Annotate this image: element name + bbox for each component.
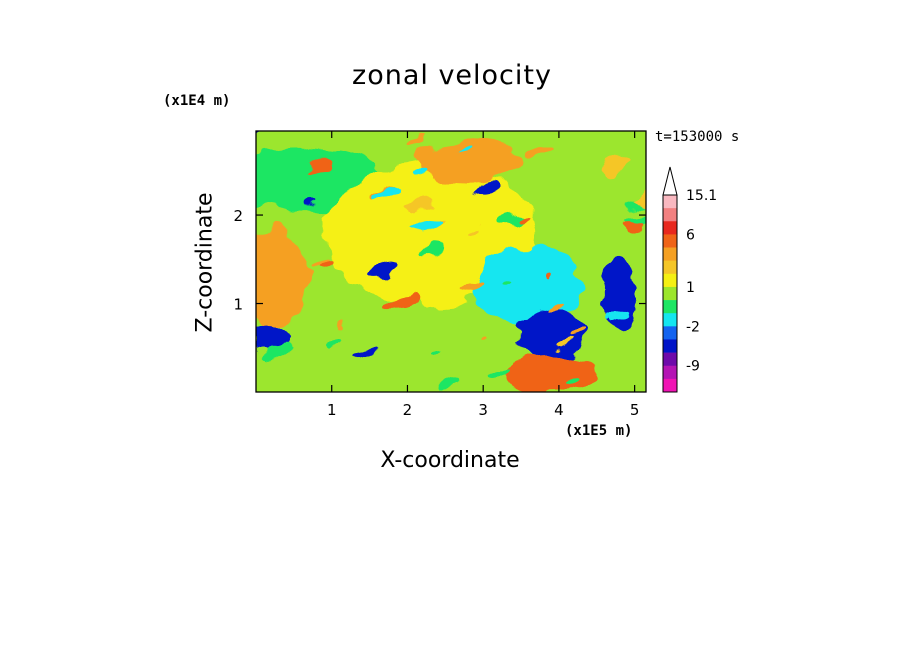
colorbar-level — [663, 313, 677, 327]
colorbar-label: 15.1 — [686, 188, 717, 204]
field-streak — [463, 281, 484, 294]
colorbar-max-arrow — [662, 166, 678, 196]
field-feature — [602, 254, 637, 335]
field-streak — [559, 336, 574, 347]
contour-field — [256, 131, 646, 392]
colorbar-level — [663, 365, 677, 380]
field-streak — [371, 261, 398, 275]
x-axis: 1 2 3 4 5 — [327, 131, 639, 419]
field-streak — [476, 336, 485, 343]
x-tick-label: 4 — [554, 401, 564, 419]
field-streak — [263, 345, 294, 360]
field-streak — [546, 300, 565, 312]
field-streak — [602, 158, 628, 172]
field-streak — [466, 225, 480, 234]
field-streak — [317, 259, 334, 270]
field-streak — [565, 374, 583, 385]
field-streak — [474, 182, 504, 197]
field-streak — [610, 311, 631, 324]
field-streak — [407, 197, 433, 211]
field-streak — [417, 159, 440, 172]
z-unit-label: (x1E4 m) — [163, 93, 231, 109]
colorbar-level — [663, 352, 677, 367]
field-streak — [420, 242, 446, 256]
colorbar-level — [663, 378, 677, 393]
colorbar-label: -2 — [686, 319, 700, 335]
x-unit-label: (x1E5 m) — [565, 423, 633, 439]
time-label: t=153000 s — [655, 129, 740, 145]
y-tick-label: 1 — [233, 296, 243, 314]
field-streak — [305, 161, 333, 175]
colorbar-level — [663, 247, 677, 261]
colorbar-label: -9 — [686, 359, 700, 375]
field-streak — [548, 273, 557, 280]
field-streak — [312, 256, 329, 267]
colorbar-level — [663, 339, 677, 353]
colorbar-level — [663, 195, 677, 209]
colorbar-level — [663, 273, 677, 288]
plot-frame — [255, 130, 647, 393]
field-streak — [358, 347, 377, 359]
y-axis: 12 — [233, 207, 646, 314]
field-streak — [327, 340, 341, 350]
field-streak — [439, 376, 459, 388]
field-streak — [523, 214, 531, 221]
y-tick-label: 2 — [233, 207, 243, 225]
colorbar-level — [663, 300, 677, 314]
colorbar-level — [663, 260, 677, 275]
x-tick-label: 1 — [327, 401, 337, 419]
x-tick-label: 2 — [403, 401, 413, 419]
colorbar-label: 1 — [686, 280, 695, 296]
field-streak — [490, 367, 511, 380]
colorbar-label: 6 — [686, 227, 695, 243]
x-tick-label: 3 — [478, 401, 488, 419]
field-feature — [256, 228, 309, 326]
field-streak — [522, 144, 554, 159]
field-streak — [503, 283, 512, 290]
field-streak — [499, 214, 528, 229]
colorbar-level — [663, 326, 677, 340]
colorbar-level — [663, 286, 677, 301]
x-tick-label: 5 — [630, 401, 640, 419]
field-feature — [517, 307, 586, 362]
field-streak — [387, 297, 417, 312]
field-streak — [411, 133, 428, 144]
colorbar: 15.1 6 1 -2 -9 — [662, 166, 717, 393]
field-streak — [433, 347, 445, 356]
field-streak — [603, 301, 632, 316]
colorbar-level — [663, 221, 677, 235]
field-streak — [303, 196, 315, 205]
field-streak — [411, 219, 440, 233]
field-streak — [460, 147, 473, 157]
field-feature — [415, 139, 522, 185]
field-feature — [505, 354, 597, 392]
field-streak — [631, 191, 646, 205]
colorbar-level — [663, 208, 677, 222]
field-streak — [570, 326, 583, 335]
chart-title: zonal velocity — [352, 60, 552, 91]
field-streak — [410, 170, 428, 182]
field-streak — [335, 323, 345, 331]
field-streak — [627, 219, 646, 233]
colorbar-level — [663, 234, 677, 248]
field-streak — [372, 187, 398, 201]
x-axis-label: X-coordinate — [380, 448, 520, 473]
